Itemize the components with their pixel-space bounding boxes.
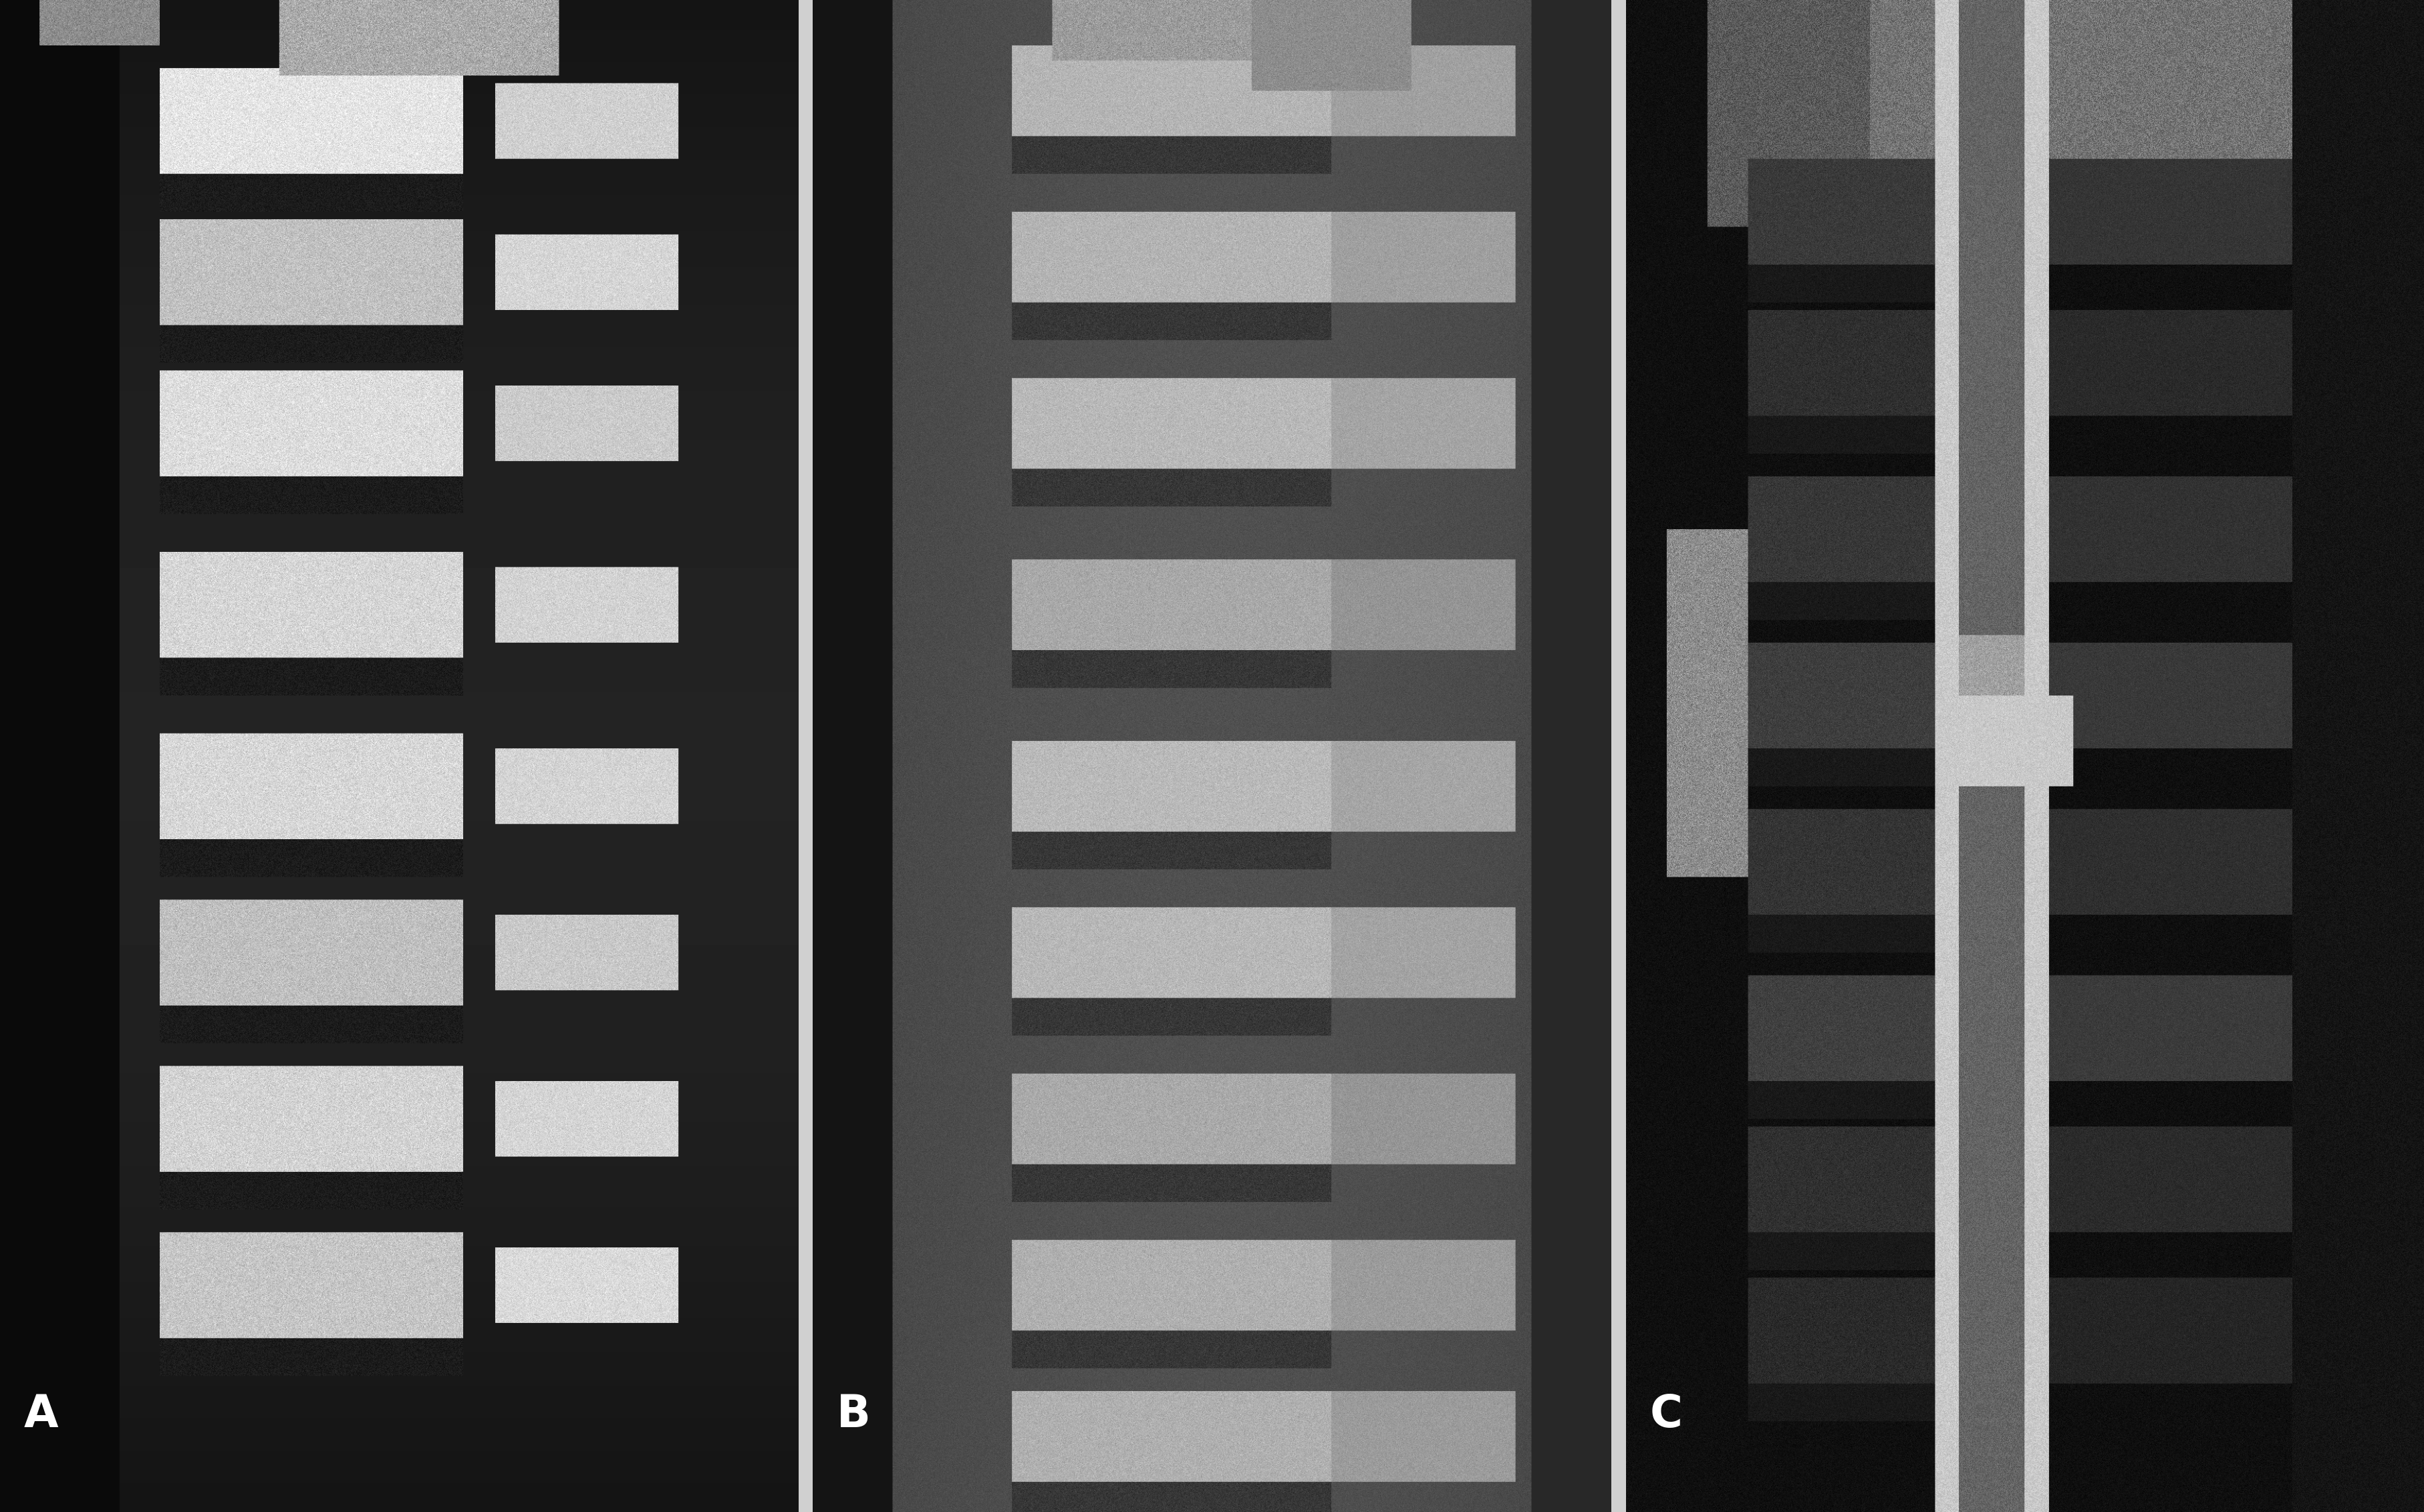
Text: C: C <box>1651 1393 1682 1436</box>
Text: B: B <box>836 1393 870 1436</box>
Text: A: A <box>24 1393 58 1436</box>
